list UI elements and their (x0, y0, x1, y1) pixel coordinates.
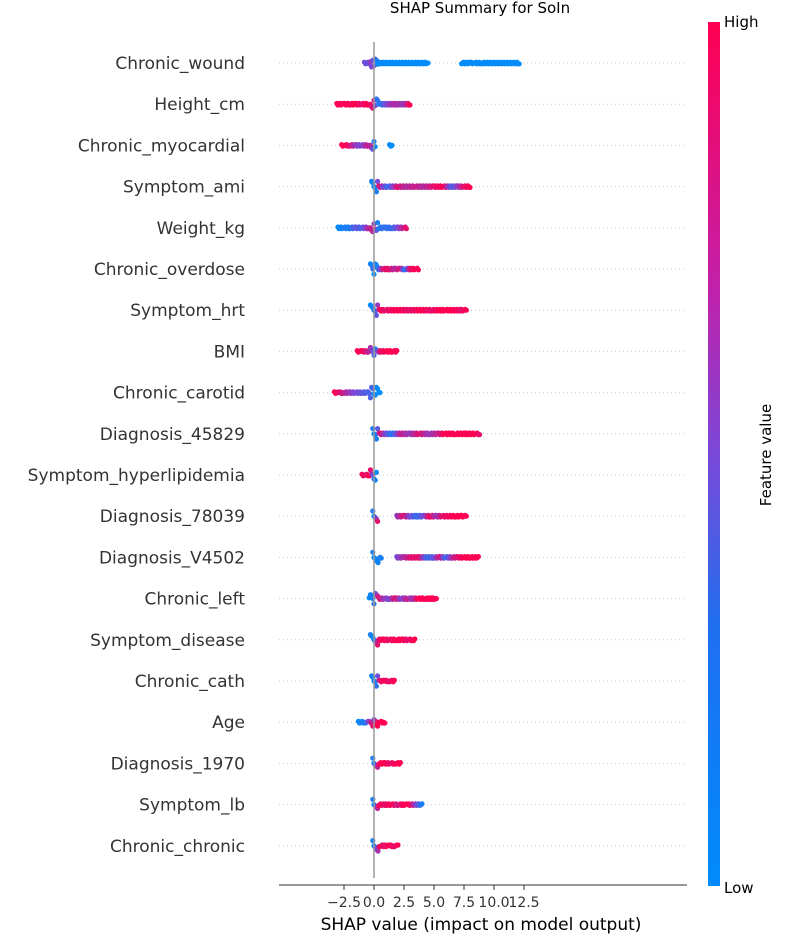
feature-points-Chronic_left (366, 590, 439, 607)
shap-point (375, 518, 381, 525)
shap-point (375, 97, 381, 103)
feature-label: Symptom_lb (139, 796, 245, 816)
feature-label: Chronic_chronic (110, 837, 245, 857)
feature-points-Height_cm (334, 96, 413, 111)
x-tick-label: 0.0 (363, 895, 385, 911)
feature-label: Chronic_wound (115, 54, 245, 74)
shap-point (403, 226, 409, 232)
colorbar (708, 22, 720, 886)
feature-points-Diagnosis_V4502 (370, 549, 481, 566)
shap-point (375, 560, 381, 566)
feature-points-Chronic_myocardial (339, 138, 395, 152)
feature-points-Chronic_overdose (367, 261, 421, 277)
shap-point (367, 467, 373, 473)
colorbar-title: Feature value (757, 404, 775, 506)
feature-points-Diagnosis_78039 (370, 508, 469, 525)
shap-point (419, 801, 425, 807)
shap-point (407, 102, 413, 108)
feature-label: Diagnosis_45829 (100, 425, 245, 445)
shap-point (397, 760, 403, 766)
shap-point (373, 469, 379, 475)
x-axis-ticks: −2.5 0.0 2.5 5.0 7.5 10.012.5 (327, 885, 540, 911)
shap-point (382, 720, 388, 726)
feature-points-Chronic_wound (361, 56, 522, 70)
chart-title: SHAP Summary for SoIn (390, 0, 570, 17)
shap-point (377, 390, 383, 396)
colorbar-low-label: Low (724, 879, 754, 897)
shap-point (378, 555, 384, 561)
colorbar-high-label: High (724, 13, 758, 31)
shap-point (375, 302, 381, 308)
feature-label: Chronic_myocardial (78, 136, 245, 156)
x-tick-label: 2.5 (393, 895, 415, 911)
feature-points-Age (355, 717, 388, 729)
feature-label: Chronic_carotid (113, 384, 245, 404)
x-tick-label: 7.5 (453, 895, 475, 911)
shap-point (475, 554, 481, 560)
feature-label: Chronic_left (144, 590, 245, 610)
shap-point (412, 636, 418, 642)
feature-points-Chronic_cath (369, 673, 397, 689)
x-tick-label: 5.0 (423, 895, 445, 911)
shap-point (391, 677, 397, 683)
shap-point (375, 386, 381, 392)
shap-point (367, 395, 373, 401)
feature-label: Symptom_ami (123, 178, 245, 198)
shap-point (375, 426, 381, 432)
shap-point (375, 220, 381, 226)
x-axis-label: SHAP value (impact on model output) (321, 915, 642, 935)
shap-point (373, 312, 379, 318)
x-tick-label: 10.0 (478, 895, 509, 911)
shap-point (394, 348, 400, 354)
shap-point (425, 60, 431, 66)
shap-point (375, 723, 381, 729)
feature-label: Chronic_cath (135, 672, 245, 692)
feature-label: Height_cm (154, 95, 245, 115)
feature-label: Symptom_hyperlipidemia (28, 466, 245, 486)
shap-point (516, 61, 522, 67)
feature-label: BMI (214, 342, 245, 362)
feature-points-Symptom_lb (370, 796, 425, 812)
shap-point (373, 683, 379, 689)
feature-points-Symptom_disease (367, 632, 418, 648)
shap-point (415, 267, 421, 273)
x-tick-label: 12.5 (508, 895, 539, 911)
feature-label: Chronic_overdose (94, 260, 245, 280)
shap-point (395, 842, 401, 848)
data-points (331, 56, 522, 854)
feature-label: Symptom_hrt (130, 301, 245, 321)
x-tick-label: −2.5 (327, 895, 361, 911)
shap-point (433, 596, 439, 602)
feature-points-Weight_kg (335, 220, 409, 235)
feature-label: Weight_kg (157, 219, 245, 239)
shap-point (373, 436, 379, 442)
shap-point (373, 189, 379, 195)
feature-points-BMI (354, 344, 400, 358)
feature-label: Symptom_disease (90, 631, 245, 651)
shap-point (366, 390, 372, 396)
feature-label: Diagnosis_78039 (100, 507, 245, 527)
feature-label: Age (212, 713, 245, 733)
feature-rows: Chronic_wound Height_cm Chronic_myocardial… (28, 54, 687, 857)
shap-point (389, 142, 395, 148)
feature-points-Symptom_hyperlipidemia (359, 467, 379, 483)
shap-point (375, 673, 381, 679)
feature-points-Diagnosis_45829 (370, 426, 483, 442)
feature-points-Symptom_hrt (367, 302, 469, 318)
feature-points-Symptom_ami (369, 178, 473, 195)
feature-label: Diagnosis_V4502 (99, 548, 245, 568)
shap-point (463, 513, 469, 519)
shap-point (463, 307, 469, 313)
shap-point (375, 642, 381, 648)
shap-point (375, 178, 381, 184)
shap-point (477, 432, 483, 438)
feature-points-Chronic_carotid (331, 384, 383, 401)
feature-points-Chronic_chronic (370, 838, 401, 854)
feature-label: Diagnosis_1970 (111, 754, 245, 774)
feature-points-Diagnosis_1970 (370, 755, 403, 770)
shap-point (375, 848, 381, 854)
shap-point (467, 184, 473, 190)
